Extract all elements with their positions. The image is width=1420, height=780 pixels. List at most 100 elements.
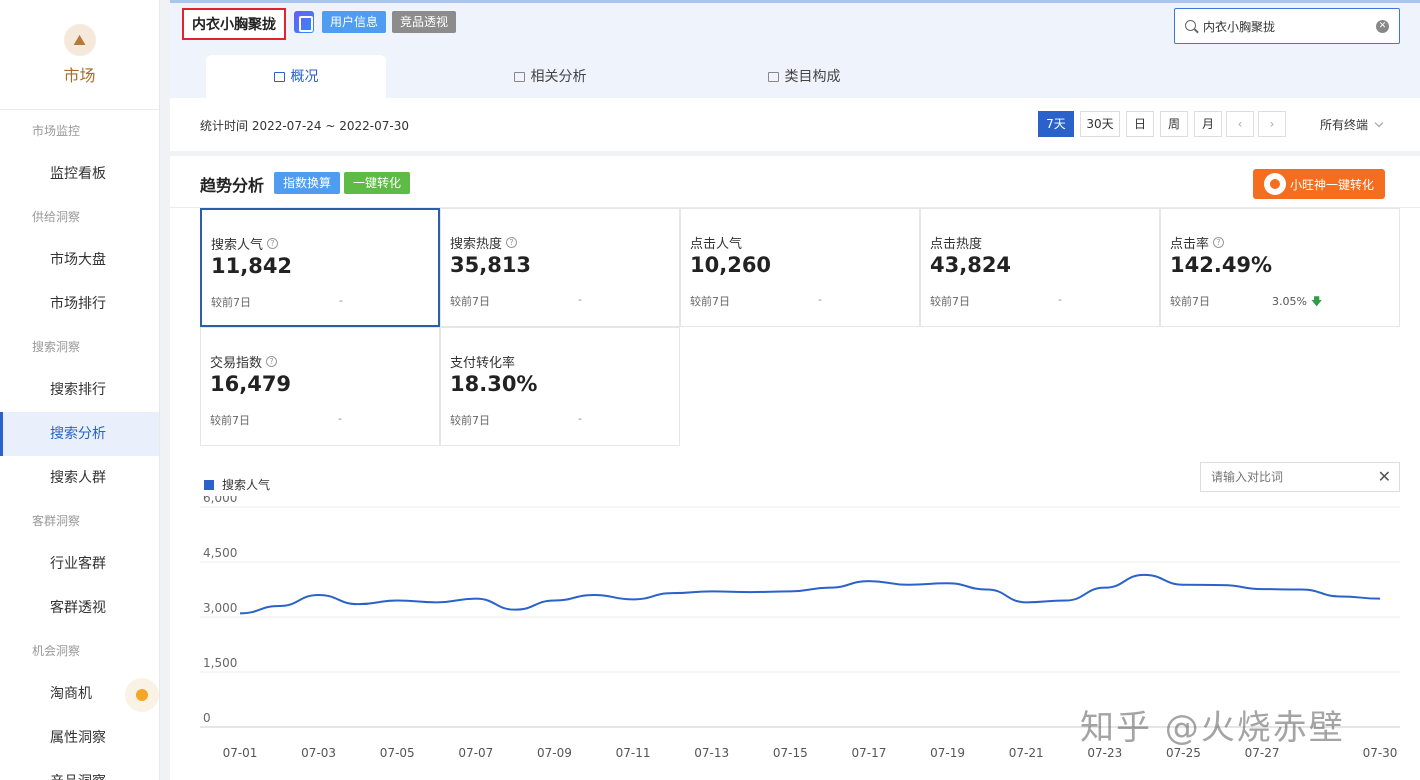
metric-card[interactable]: 支付转化率 18.30% 较前7日 - (440, 327, 680, 446)
sidebar: ⛰ 市场 市场监控 监控看板 供给洞察 市场大盘 市场排行 搜索洞察 搜索排行 搜索分析 搜索人… (0, 0, 160, 780)
sidebar-item-label: 属性洞察 (50, 730, 106, 746)
period-week[interactable]: 周 (1160, 111, 1188, 137)
sidebar-item[interactable]: 属性洞察 (0, 716, 159, 760)
sidebar-logo[interactable]: ⛰ 市场 (0, 0, 159, 110)
metric-label-text: 点击人气 (690, 237, 743, 252)
terminal-select[interactable]: 所有终端 (1320, 116, 1384, 133)
search-input[interactable] (1203, 15, 1373, 37)
metric-compare-label: 较前7日 (211, 296, 251, 309)
sidebar-item[interactable]: 市场排行 (0, 282, 159, 326)
bag-icon (273, 71, 285, 82)
metric-delta-value: - (818, 293, 822, 306)
next-button[interactable]: › (1258, 111, 1286, 137)
metric-card[interactable]: 交易指数? 16,479 较前7日 - (200, 327, 440, 446)
logo-text: 市场 (63, 65, 96, 85)
x-tick-label: 07-01 (223, 746, 258, 760)
metric-card[interactable]: 搜索人气? 11,842 较前7日 - (200, 208, 440, 327)
bag-icon (513, 71, 525, 82)
x-tick-label: 07-21 (1009, 746, 1044, 760)
metric-label: 搜索热度? (450, 233, 518, 252)
sidebar-item[interactable]: 行业客群 (0, 542, 159, 586)
sidebar-item[interactable]: 淘商机 (0, 672, 159, 716)
metric-delta: - (578, 412, 582, 425)
clear-icon[interactable]: ✕ (1376, 20, 1389, 33)
x-tick-label: 07-23 (1087, 746, 1122, 760)
sidebar-item[interactable]: 搜索人群 (0, 456, 159, 500)
metric-compare-label: 较前7日 (450, 414, 490, 427)
tab-label: 概况 (290, 68, 319, 85)
metric-card[interactable]: 点击人气 10,260 较前7日 - (680, 208, 920, 327)
period-30d[interactable]: 30天 (1080, 111, 1120, 137)
keyword-search[interactable]: ✕ (1174, 8, 1400, 44)
close-icon[interactable]: ✕ (1377, 467, 1391, 486)
help-icon[interactable]: ? (506, 237, 518, 248)
sidebar-item-label: 搜索排行 (50, 382, 106, 398)
sidebar-item[interactable]: 客群透视 (0, 586, 159, 630)
one-click-convert-button[interactable]: 一键转化 (344, 172, 411, 194)
metric-card[interactable]: 搜索热度? 35,813 较前7日 - (440, 208, 680, 327)
user-info-button[interactable]: 用户信息 (322, 11, 387, 33)
sidebar-item[interactable]: 市场大盘 (0, 238, 159, 282)
period-month[interactable]: 月 (1194, 111, 1222, 137)
metric-value: 142.49% (1170, 253, 1273, 277)
metric-delta: 3.05% 🡇 (1272, 293, 1322, 312)
x-tick-label: 07-25 (1166, 746, 1201, 760)
tab-overview[interactable]: 概况 (206, 55, 386, 98)
nav-group-label: 客群洞察 (0, 500, 159, 542)
metric-label-text: 交易指数 (210, 356, 263, 371)
prev-button[interactable]: ‹ (1226, 111, 1254, 137)
group-text: 机会洞察 (32, 644, 81, 658)
x-tick-label: 07-11 (616, 746, 651, 760)
metric-delta-value: - (1058, 293, 1062, 306)
period-7d[interactable]: 7天 (1038, 111, 1074, 137)
metric-value: 18.30% (450, 372, 538, 396)
sidebar-item-label: 产品洞察 (50, 774, 106, 780)
compare-box[interactable]: ✕ (1200, 462, 1400, 492)
bag-icon (767, 71, 779, 82)
compare-input[interactable] (1211, 467, 1371, 487)
sidebar-item-label: 搜索人群 (50, 470, 106, 486)
metric-label: 搜索人气? (211, 234, 279, 253)
trend-chart: 6,000 4,500 3,000 1,500 0 07-01 07-03 07-05 07-0… (200, 496, 1400, 760)
help-icon[interactable]: ? (1213, 237, 1225, 248)
period-day[interactable]: 日 (1126, 111, 1154, 137)
metric-compare-label: 较前7日 (450, 295, 490, 308)
metric-delta-value: - (578, 293, 582, 306)
tab-bar: 概况 相关分析 类目构成 (170, 55, 970, 98)
metric-label-text: 搜索热度 (450, 237, 503, 252)
help-icon[interactable]: ? (266, 356, 278, 367)
group-text: 搜索洞察 (32, 340, 81, 354)
sidebar-item[interactable]: 监控看板 (0, 152, 159, 196)
date-range: 统计时间 2022-07-24 ~ 2022-07-30 (200, 119, 409, 133)
xiaowang-convert-button[interactable]: 小旺神一键转化 (1253, 169, 1385, 199)
keyword-icon[interactable] (294, 11, 314, 33)
nav-group-label: 市场监控 (0, 110, 159, 152)
sidebar-item-label: 市场排行 (50, 296, 106, 312)
metric-value: 43,824 (930, 253, 1012, 277)
metric-compare-label: 较前7日 (1170, 295, 1210, 308)
group-text: 客群洞察 (32, 514, 81, 528)
chart-legend[interactable]: 搜索人气 (204, 476, 270, 493)
group-text: 市场监控 (32, 124, 81, 138)
index-convert-button[interactable]: 指数换算 (274, 172, 341, 194)
metric-delta: - (1058, 293, 1062, 306)
sidebar-item[interactable]: 搜索分析 (0, 412, 159, 456)
metric-delta-value: - (339, 294, 343, 307)
y-tick-label: 1,500 (203, 656, 237, 670)
xiaowang-icon (1263, 173, 1286, 195)
metric-card[interactable]: 点击热度 43,824 较前7日 - (920, 208, 1160, 327)
metric-delta: - (338, 412, 342, 425)
competitor-button[interactable]: 竞品透视 (392, 11, 457, 33)
y-tick-label: 4,500 (203, 546, 237, 560)
metric-label-text: 点击率 (1170, 237, 1210, 252)
sidebar-item[interactable]: 搜索排行 (0, 368, 159, 412)
help-icon[interactable]: ? (267, 238, 279, 249)
metric-label: 支付转化率 (450, 352, 515, 371)
tab-label: 类目构成 (784, 68, 841, 85)
tab-category[interactable]: 类目构成 (744, 55, 864, 98)
metric-card[interactable]: 点击率? 142.49% 较前7日 3.05% 🡇 (1160, 208, 1400, 327)
tab-related[interactable]: 相关分析 (490, 55, 610, 98)
x-tick-label: 07-27 (1245, 746, 1280, 760)
sidebar-item[interactable]: 产品洞察 (0, 760, 159, 780)
metric-value: 35,813 (450, 253, 532, 277)
